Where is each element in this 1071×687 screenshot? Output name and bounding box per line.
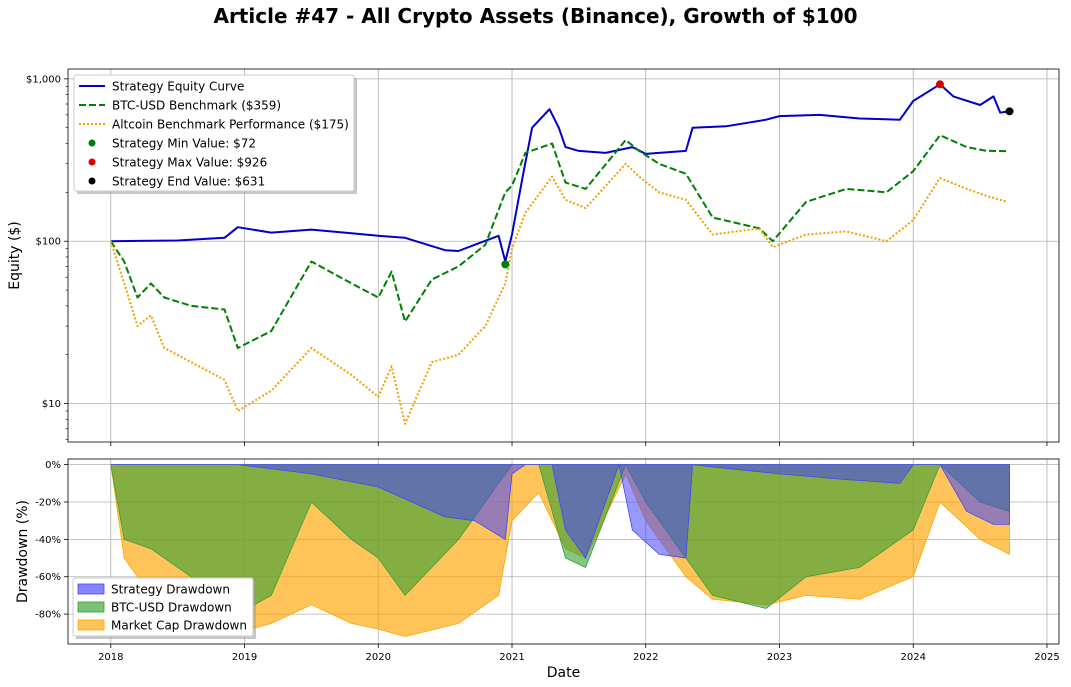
equity-y-axis-label: Equity ($) bbox=[7, 221, 23, 290]
legend-label-market-cap-drawdown: Market Cap Drawdown bbox=[111, 619, 247, 633]
x-tick-label-2019: 2019 bbox=[232, 652, 257, 663]
drawdown-ytick-label: -80% bbox=[35, 610, 61, 621]
equity-ytick-label: $1,000 bbox=[26, 74, 61, 85]
legend-label-strategy-max-value-926: Strategy Max Value: $926 bbox=[112, 156, 267, 170]
equity-axes-frame bbox=[67, 68, 1060, 443]
equity-ytick-label: $100 bbox=[36, 237, 61, 248]
legend-label-btc-usd-benchmark-359: BTC-USD Benchmark ($359) bbox=[112, 99, 281, 113]
x-tick-label-2018: 2018 bbox=[98, 652, 123, 663]
figure-title: Article #47 - All Crypto Assets (Binance… bbox=[213, 4, 858, 28]
legend-swatch-market-cap-drawdown bbox=[77, 619, 105, 631]
drawdown-legend-box bbox=[72, 577, 254, 637]
marker-strategy-end-value-631 bbox=[1005, 107, 1014, 116]
legend-label-altcoin-benchmark-performance-175: Altcoin Benchmark Performance ($175) bbox=[112, 118, 349, 132]
x-tick-label-2023: 2023 bbox=[767, 652, 792, 663]
legend-marker-strategy-end-value-631 bbox=[88, 177, 96, 185]
drawdown-ytick-label: -20% bbox=[35, 497, 61, 508]
marker-strategy-min-value-72 bbox=[501, 260, 510, 269]
drawdown-ytick-label: -40% bbox=[35, 535, 61, 546]
legend-marker-strategy-min-value-72 bbox=[88, 139, 96, 147]
equity-ytick-label: $10 bbox=[42, 399, 61, 410]
legend-label-strategy-min-value-72: Strategy Min Value: $72 bbox=[112, 137, 256, 151]
drawdown-ytick-label: 0% bbox=[45, 460, 61, 471]
series-line-btc-usd-benchmark-359 bbox=[109, 134, 1007, 349]
x-tick-label-2021: 2021 bbox=[499, 652, 524, 663]
legend-label-btc-usd-drawdown: BTC-USD Drawdown bbox=[111, 601, 232, 615]
drawdown-axes-frame bbox=[67, 458, 1060, 645]
equity-legend-box bbox=[73, 74, 355, 192]
drawdown-y-axis-label: Drawdown (%) bbox=[15, 500, 31, 603]
x-tick-label-2024: 2024 bbox=[900, 652, 925, 663]
x-tick-label-2022: 2022 bbox=[633, 652, 658, 663]
x-tick-label-2025: 2025 bbox=[1034, 652, 1059, 663]
legend-swatch-btc-usd-drawdown bbox=[77, 601, 105, 613]
legend-label-strategy-end-value-631: Strategy End Value: $631 bbox=[112, 175, 265, 189]
legend-label-strategy-equity-curve: Strategy Equity Curve bbox=[112, 80, 244, 94]
legend-marker-strategy-max-value-926 bbox=[88, 158, 96, 166]
series-line-strategy-equity-curve bbox=[110, 83, 1010, 263]
area-strategy-drawdown bbox=[110, 463, 1010, 559]
area-btc-usd-drawdown bbox=[110, 463, 1010, 615]
x-axis-label: Date bbox=[547, 665, 580, 681]
x-tick-label-2020: 2020 bbox=[366, 652, 391, 663]
legend-swatch-strategy-drawdown bbox=[77, 583, 105, 595]
drawdown-ytick-label: -60% bbox=[35, 572, 61, 583]
marker-strategy-max-value-926 bbox=[935, 80, 944, 89]
legend-label-strategy-drawdown: Strategy Drawdown bbox=[111, 583, 230, 597]
series-line-altcoin-benchmark-performance-175 bbox=[109, 162, 1008, 425]
